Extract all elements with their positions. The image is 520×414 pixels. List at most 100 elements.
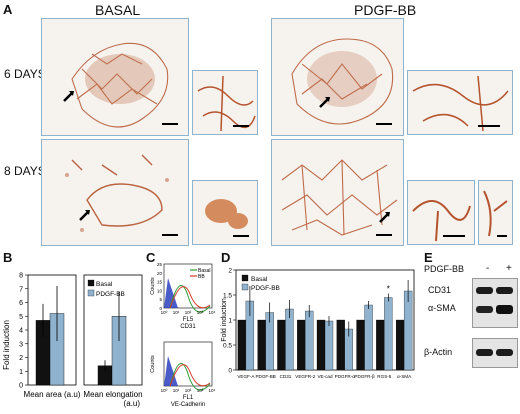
flow-isotype-2: [164, 356, 178, 386]
panel-label-e: E: [424, 250, 433, 265]
flow-curve-basal-1: [169, 285, 211, 313]
x-category-d-7: RGS-5: [377, 374, 391, 379]
micrograph-pdgf-8days: [271, 139, 404, 246]
row-8-days-label: 8 DAYS: [4, 164, 46, 178]
band-bactin-minus: [476, 349, 493, 356]
band-cd31-minus: [476, 287, 493, 294]
significance-marker-d: *: [387, 285, 390, 294]
y-tick-label-b1: 3: [19, 341, 23, 348]
bar-d-2-1: [285, 308, 294, 371]
legend-swatch-d-0: [241, 274, 249, 282]
bar-d-6-1: [364, 304, 373, 371]
y-tick-label-d: 1: [228, 318, 232, 325]
flow-y-tick-1: 0: [159, 306, 162, 311]
band-label-bactin: β-Actin: [424, 347, 453, 357]
flow-y-tick-1: 20: [157, 271, 163, 276]
flow-isotype-1: [164, 278, 178, 308]
bar-d-8-1: [403, 290, 413, 371]
flow-y-label-1: Counts: [150, 277, 156, 295]
bar-d-2-0: [277, 319, 286, 371]
legend-label-b2-0: Basal: [96, 281, 113, 288]
y-tick-label-d: 0: [228, 368, 232, 375]
lane-plus-label: +: [506, 263, 512, 274]
legend-swatch-d-1: [241, 283, 249, 291]
flow-x-tick-2: 10¹: [173, 388, 180, 393]
flow-x-tick-1: 10²: [185, 310, 192, 315]
micrograph-basal-6days-inset: [192, 70, 258, 135]
band-cd31-plus: [496, 287, 513, 294]
legend-label-b2-1: PDGF-BB: [96, 291, 125, 298]
flow-y-tick-1: 5: [159, 297, 162, 302]
micrograph-basal-8days-inset: [192, 180, 258, 245]
x-category-d-0: VEGF-A: [237, 374, 255, 379]
x-category-d-6: PDGFR-β: [354, 374, 375, 379]
flow-x-label2-1: CD31: [180, 324, 196, 330]
y-axis-label-b1: Fold induction: [2, 320, 11, 370]
bar-d-1-0: [257, 319, 266, 371]
flow-legend-label-1: BB: [198, 274, 205, 280]
x-category-b2: Mean elongation: [83, 390, 142, 399]
y-tick-label-d: 0.5: [223, 343, 232, 350]
lane-minus-label: -: [486, 263, 490, 274]
flow-legend-label-0: Basal: [198, 268, 211, 274]
flow-x-tick-1: 10⁴: [209, 310, 216, 315]
y-tick-label-b1: 7: [19, 286, 23, 293]
y-tick-label-d: 1.5: [223, 293, 232, 300]
micrograph-pdgf-8days-inset-1: [407, 180, 475, 245]
band-bactin-plus: [496, 349, 513, 356]
bar-d-3-1: [305, 310, 314, 371]
band-asma-plus: [496, 305, 513, 314]
bar-d-5-0: [336, 319, 345, 371]
micrograph-pdgf-6days-inset: [407, 70, 513, 135]
y-tick-label-b1: 8: [19, 273, 23, 280]
legend-label-d-1: PDGF-BB: [251, 285, 280, 292]
x-category-d-4: VE-cad: [317, 374, 333, 379]
flow-x-tick-2: 10²: [185, 388, 192, 393]
y-tick-label-b1: 1: [19, 369, 23, 376]
micrograph-basal-8days: [41, 139, 189, 246]
bar-d-0-0: [237, 319, 247, 371]
legend-label-d-0: Basal: [251, 276, 268, 283]
legend-swatch-b2-0: [87, 279, 95, 287]
x-category-d-2: CD31: [280, 374, 292, 379]
panel-label-a: A: [3, 2, 13, 17]
x-category-b1: Mean area (a.u): [24, 390, 80, 399]
legend-swatch-b2-1: [87, 289, 95, 297]
flow-x-label-2: FL1: [183, 395, 194, 401]
bar-d-3-0: [297, 319, 306, 371]
panel-label-c: C: [146, 250, 156, 265]
flow-x-tick-2: 10⁰: [161, 388, 168, 393]
flow-curve-bb-1: [169, 286, 211, 309]
condition-pdgf-label: PDGF-BB: [354, 2, 417, 18]
blot-membrane-top: [472, 278, 518, 328]
x-category-d-5: PDGFR-α: [335, 374, 356, 379]
western-blot: PDGF-BB - + CD31 α-SMA β-Actin: [420, 263, 518, 414]
x-category-d-8: α-SMA: [397, 374, 412, 379]
flow-curve-basal-2: [169, 363, 211, 391]
flow-x-label2-2: VE-Cadherin: [171, 402, 205, 408]
bar-d-7-1: [384, 297, 393, 371]
flow-x-tick-1: 10¹: [173, 310, 180, 315]
flow-y-label-2: Counts: [150, 355, 156, 373]
micrograph-pdgf-6days: [271, 18, 404, 136]
flow-x-tick-2: 10³: [197, 388, 204, 393]
bar-d-4-0: [316, 319, 326, 371]
bar-d-8-0: [395, 319, 405, 371]
flow-x-tick-1: 10³: [197, 310, 204, 315]
y-tick-label-b1: 4: [19, 328, 23, 335]
flow-curve-bb-2: [169, 364, 211, 387]
row-6-days-label: 6 DAYS: [4, 67, 46, 81]
band-asma-minus: [476, 306, 493, 313]
bar-d-4-1: [324, 320, 334, 371]
y-tick-label-b1: 5: [19, 314, 23, 321]
y-tick-label-b1: 2: [19, 355, 23, 362]
treatment-label: PDGF-BB: [424, 264, 465, 274]
panel-label-b: B: [3, 250, 13, 265]
flow-x-tick-2: 10⁴: [209, 388, 216, 393]
chart-mean-area: Fold induction 0 1 2 3 4 5 6 7 8 Mean area (a.u): [2, 273, 80, 400]
bar-d-7-0: [376, 319, 385, 371]
x-category-d-1: PDGF-BB: [255, 374, 275, 379]
